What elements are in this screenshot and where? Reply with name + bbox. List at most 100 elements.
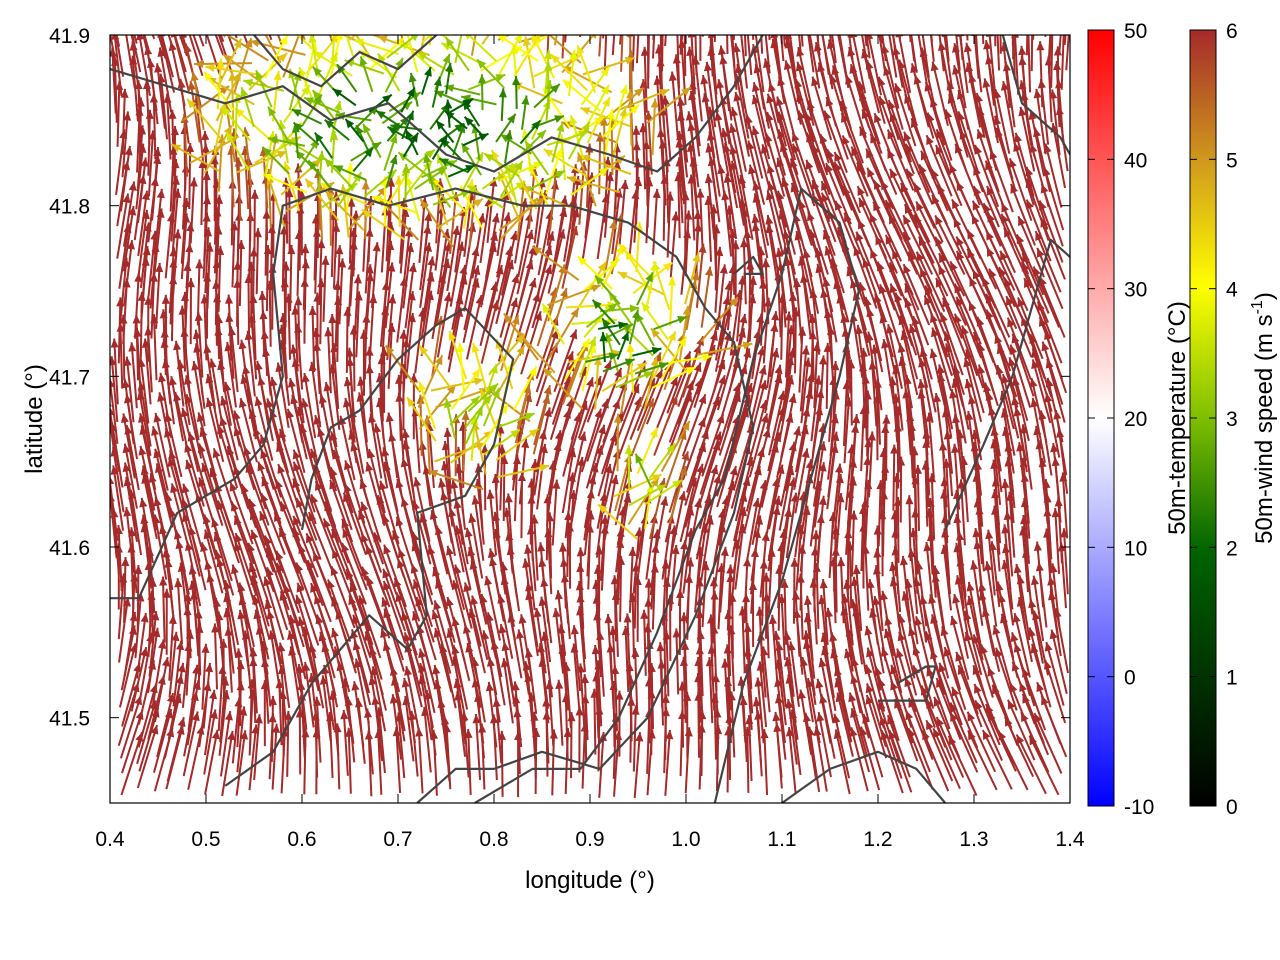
wind-arrow	[443, 427, 452, 494]
wind-arrow	[719, 546, 729, 613]
y-tick-label: 41.5	[49, 708, 90, 731]
wind-arrow	[964, 378, 981, 444]
wind-arrow	[211, 623, 220, 690]
wind-arrow	[204, 729, 220, 795]
wind-arrow	[767, 495, 782, 562]
wind-arrow	[816, 495, 827, 562]
wind-arrow	[301, 35, 306, 41]
wind-arrow	[752, 697, 762, 764]
wind-arrow	[1015, 734, 1047, 795]
wind-arrow	[591, 644, 601, 711]
wind-arrow	[168, 631, 180, 698]
wind-arrow	[851, 414, 861, 480]
wind-arrow	[268, 35, 273, 41]
wind-arrow	[599, 514, 609, 581]
wind-arrow	[772, 711, 783, 778]
wind-arrow	[992, 624, 1013, 690]
wind-arrow	[171, 662, 186, 729]
wind-arrow	[848, 692, 868, 757]
wind-arrow	[1050, 442, 1061, 509]
wind-arrow	[220, 395, 239, 461]
wind-arrow	[780, 393, 797, 459]
wind-arrow	[201, 643, 210, 710]
wind-arrow	[302, 661, 315, 728]
wind-arrow	[123, 356, 135, 423]
wind-arrow	[166, 716, 186, 782]
colorbar-tick-label: 30	[1124, 279, 1147, 302]
wind-arrow	[865, 694, 888, 759]
wind-arrow	[404, 665, 420, 732]
wind-arrow	[265, 398, 285, 463]
wind-arrow	[1007, 699, 1036, 761]
wind-arrow	[511, 681, 523, 748]
wind-arrow	[677, 362, 702, 425]
wind-arrow	[229, 481, 254, 545]
wind-arrow	[191, 360, 206, 427]
colorbar-tick-label: 0	[1226, 796, 1238, 819]
wind-arrow	[438, 478, 453, 544]
wind-arrow	[381, 596, 404, 661]
wind-arrow	[295, 594, 317, 659]
wind-arrow	[866, 578, 879, 645]
wind-arrow	[970, 560, 984, 626]
wind-arrow	[537, 542, 548, 609]
wind-label-sup: -1	[1249, 300, 1266, 314]
wind-arrow	[234, 532, 258, 596]
wind-arrow	[135, 612, 149, 679]
wind-arrow	[327, 579, 352, 642]
wind-arrow	[966, 35, 969, 41]
wind-arrow	[932, 727, 961, 790]
wind-arrow	[784, 426, 802, 492]
wind-arrow	[768, 390, 786, 456]
wind-arrow	[816, 711, 832, 778]
wind-arrow	[1033, 712, 1063, 774]
wind-arrow	[1032, 35, 1035, 40]
wind-arrow	[818, 657, 835, 723]
wind-arrow	[766, 364, 783, 430]
wind-arrow	[516, 629, 530, 695]
wind-arrow	[401, 428, 415, 495]
wind-arrow	[879, 590, 895, 657]
wind-arrow	[831, 463, 844, 530]
wind-arrow	[535, 407, 552, 473]
wind-arrow	[385, 412, 399, 479]
x-tick-label: 0.8	[479, 828, 508, 851]
wind-arrow	[680, 35, 684, 40]
x-tick-label: 1.4	[1055, 828, 1085, 851]
wind-arrow	[487, 548, 504, 614]
wind-arrow	[450, 479, 464, 545]
wind-arrow	[185, 459, 207, 524]
wind-arrow	[1044, 641, 1065, 706]
wind-arrow	[238, 397, 258, 463]
wind-arrow	[949, 388, 963, 455]
colorbar-tick-label: 5	[1226, 149, 1238, 172]
wind-arrow	[803, 595, 814, 662]
wind-arrow	[323, 381, 338, 448]
wind-arrow	[136, 724, 159, 789]
wind-arrow	[819, 579, 829, 646]
wind-arrow	[159, 576, 168, 643]
wind-arrow	[752, 35, 755, 40]
wind-arrow	[1013, 563, 1027, 630]
wind-arrow	[373, 423, 389, 489]
wind-arrow	[905, 495, 914, 562]
wind-arrow	[200, 542, 219, 607]
wind-arrow	[382, 580, 407, 644]
wind-arrow	[644, 578, 653, 645]
wind-label-close: )	[1251, 292, 1278, 300]
wind-arrow	[418, 648, 436, 714]
wind-arrow	[504, 493, 514, 560]
wind-arrow	[358, 595, 382, 659]
wind-arrow	[162, 588, 171, 655]
wind-arrow	[524, 544, 536, 611]
wind-arrow	[935, 716, 965, 778]
wind-arrow	[486, 489, 498, 556]
wind-arrow	[1001, 478, 1011, 545]
wind-arrow	[383, 544, 407, 608]
wind-arrow	[254, 360, 270, 427]
wind-arrow	[232, 410, 254, 475]
wind-arrow	[913, 464, 923, 531]
wind-arrow	[596, 367, 623, 430]
wind-arrow	[570, 625, 582, 691]
wind-arrow	[403, 632, 423, 697]
